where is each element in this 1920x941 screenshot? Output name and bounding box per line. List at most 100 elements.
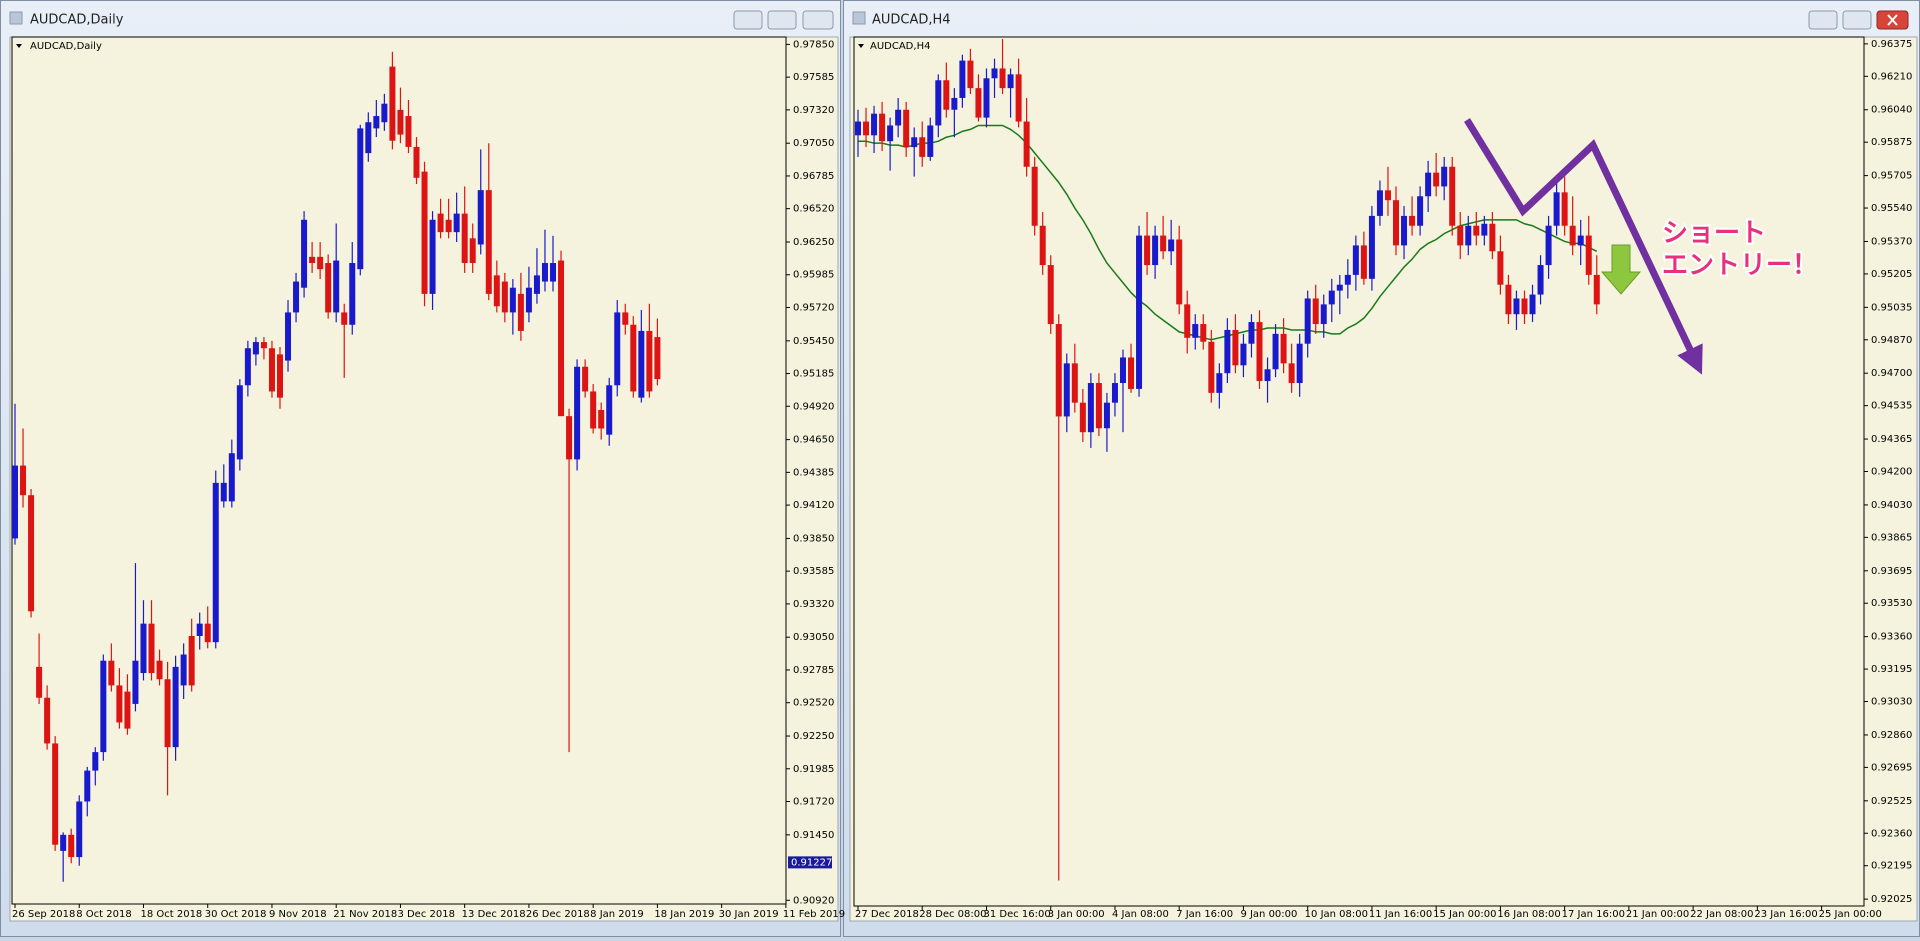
chart-menu-arrow [16,44,22,48]
annotation-text: エントリー！ [1662,251,1818,281]
x-tick-label: 9 Jan 00:00 [1240,909,1297,920]
minimize-button[interactable] [733,10,763,30]
y-tick-label: 0.94365 [1871,434,1912,445]
x-tick-label: 16 Jan 08:00 [1497,909,1560,920]
candle-body [477,190,484,245]
y-tick-label: 0.94920 [793,401,834,412]
candle-body [582,366,589,392]
candle-body [236,385,243,460]
candle-body [879,113,886,142]
y-tick-label: 0.93850 [793,533,834,544]
candle-body [100,660,107,753]
y-tick-label: 0.94385 [793,467,834,478]
y-tick-label: 0.94700 [1871,368,1912,379]
candle-body [983,78,990,118]
candle-body [1288,363,1295,384]
y-tick-label: 0.92520 [793,698,834,709]
candle-body [52,743,59,845]
candle-body [541,263,548,282]
candle-body [501,281,508,313]
current-price-label: 0.91227 [791,857,832,868]
x-tick-label: 27 Dec 2018 [855,909,919,920]
restore-button[interactable] [1842,10,1872,30]
candle-body [293,281,300,313]
chart-label: AUDCAD,Daily [30,41,102,52]
y-tick-label: 0.95450 [793,336,834,347]
candle-body [1320,304,1327,325]
y-tick-label: 0.93360 [1871,632,1912,643]
annotation-text: ショート [1662,219,1766,249]
y-tick-label: 0.95875 [1871,137,1912,148]
candle-body [140,623,147,674]
close-icon [1887,14,1898,26]
candle-body [598,409,605,429]
window-title: AUDCAD,H4 [872,13,951,28]
down-arrow [1600,244,1642,295]
candle-body [196,623,203,636]
y-tick-label: 0.92785 [793,665,834,676]
y-tick-label: 0.91450 [793,830,834,841]
candle-body [1128,357,1135,389]
candle-body [180,654,187,686]
x-tick-label: 3 Dec 2018 [397,909,455,920]
candle-body [228,453,235,502]
candle-body [413,146,420,178]
candle-body [1481,223,1488,236]
candle-body [951,97,958,110]
chart-label: AUDCAD,H4 [870,41,930,52]
candle-body [1063,363,1070,417]
y-tick-label: 0.95705 [1871,171,1912,182]
y-tick-label: 0.96250 [793,237,834,248]
x-tick-label: 15 Jan 00:00 [1433,909,1496,920]
y-tick-label: 0.92360 [1871,828,1912,839]
candle-body [124,691,131,729]
candle-body [156,660,163,680]
x-tick-label: 21 Jan 00:00 [1626,909,1689,920]
candle-body [533,275,540,294]
candle-body [1593,274,1600,305]
candle-body [1368,215,1375,279]
candle-body [212,482,219,643]
close-button[interactable] [802,10,834,30]
y-tick-label: 0.95370 [1871,236,1912,247]
minimize-button[interactable] [1808,10,1838,30]
candle-body [943,80,950,110]
y-tick-label: 0.94120 [793,500,834,511]
y-tick-label: 0.97585 [793,72,834,83]
candle-body [365,122,372,154]
candle-body [285,312,292,361]
candle-body [903,109,910,148]
candle-body [12,465,18,539]
y-tick-label: 0.93865 [1871,532,1912,543]
candle-body [622,312,629,325]
y-tick-label: 0.93320 [793,599,834,610]
candle-body [357,128,364,270]
candle-body [1529,294,1536,315]
y-tick-label: 0.95205 [1871,269,1912,280]
x-tick-label: 17 Jan 16:00 [1562,909,1625,920]
candle-body [646,330,653,392]
x-tick-label: 8 Oct 2018 [76,909,131,920]
candle-body [550,263,557,282]
candle-body [1232,329,1239,366]
y-tick-label: 0.92195 [1871,861,1912,872]
y-tick-label: 0.96375 [1871,39,1912,50]
candle-body [1296,343,1303,384]
candle-body [469,238,476,264]
candle-body [606,385,613,435]
candle-body [1449,166,1456,226]
x-tick-label: 31 Dec 16:00 [983,909,1050,920]
candle-body [317,256,324,270]
restore-button[interactable] [767,10,797,30]
candle-body [1312,298,1319,325]
x-tick-label: 30 Jan 2019 [719,909,779,920]
x-tick-label: 26 Sep 2018 [12,909,75,920]
candle-body [108,660,115,686]
candle-body [887,125,894,142]
x-tick-label: 25 Jan 00:00 [1819,909,1882,920]
candle-body [1224,329,1231,374]
candle-body [967,60,974,89]
window-icon [9,11,23,25]
